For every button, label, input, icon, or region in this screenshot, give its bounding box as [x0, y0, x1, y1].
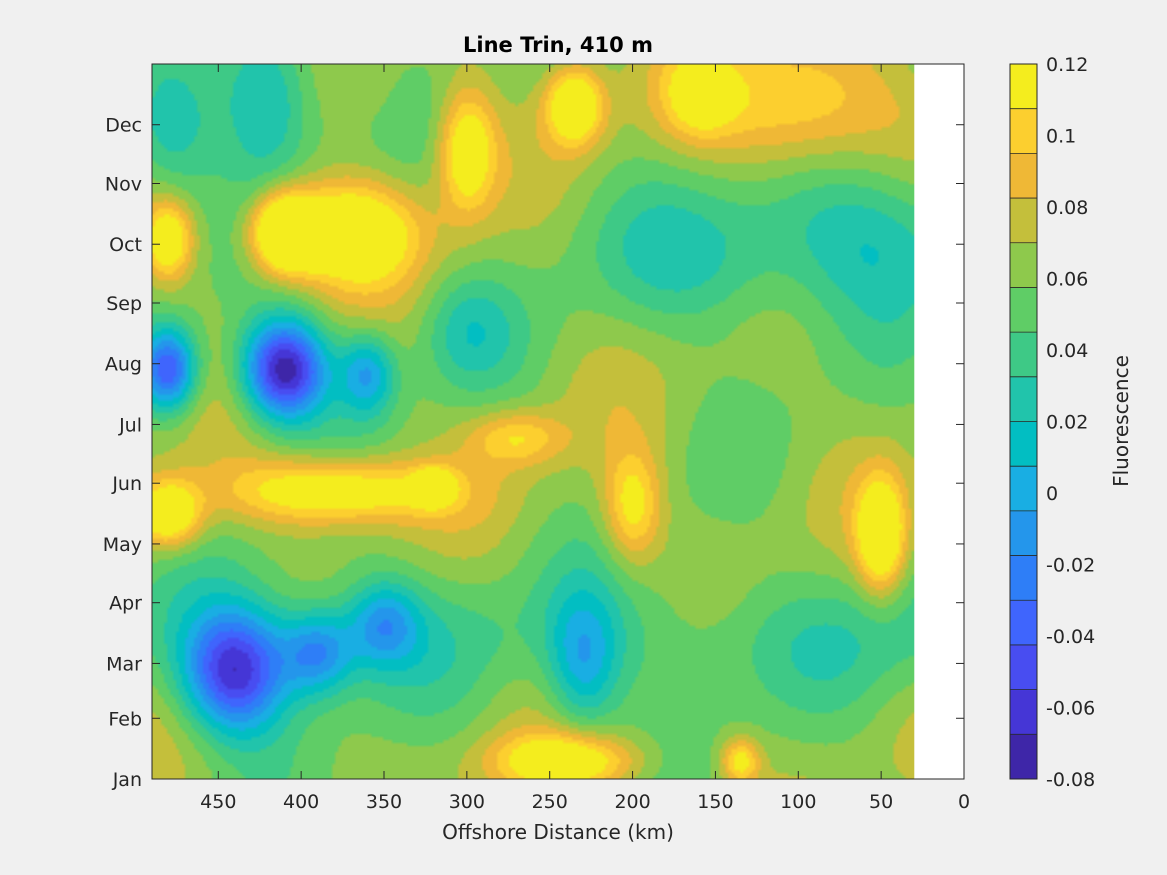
plot-frame: [151, 63, 965, 780]
colorbar-band: [1010, 108, 1037, 154]
y-tick-label: Aug: [105, 354, 142, 376]
colorbar-band: [1010, 510, 1037, 557]
colorbar-frame: [1009, 63, 1038, 780]
x-axis-label: Offshore Distance (km): [442, 820, 674, 844]
y-tick-label: Apr: [109, 593, 142, 615]
y-tick-label: Mar: [106, 653, 142, 675]
colorbar-band: [1010, 198, 1037, 244]
x-tick-label: 250: [532, 791, 568, 813]
x-tick-label: 100: [780, 791, 816, 813]
colorbar-band: [1010, 555, 1037, 601]
y-tick-label: Feb: [108, 708, 142, 730]
colorbar-band: [1010, 376, 1037, 422]
colorbar-tick-label: 0.06: [1046, 269, 1088, 291]
colorbar-band: [1010, 332, 1037, 378]
colorbar-tick-label: 0.08: [1046, 197, 1088, 219]
colorbar-tick-label: -0.04: [1046, 626, 1095, 648]
x-tick-label: 50: [869, 791, 893, 813]
x-tick-label: 0: [958, 791, 970, 813]
y-tick-label: May: [103, 534, 142, 556]
y-tick-label: Oct: [109, 234, 142, 256]
colorbar-band: [1010, 64, 1037, 110]
colorbar-tick-label: -0.08: [1046, 769, 1095, 791]
y-tick-label: Jun: [111, 473, 142, 495]
colorbar-band: [1010, 466, 1037, 512]
x-tick-label: 150: [697, 791, 733, 813]
colorbar-band: [1010, 287, 1037, 333]
x-tick-label: 450: [200, 791, 236, 813]
colorbar-tick-label: 0.04: [1046, 340, 1088, 362]
y-tick-label: Dec: [105, 115, 142, 137]
colorbar-band: [1010, 644, 1037, 691]
colorbar-band: [1010, 689, 1037, 735]
colorbar-tick-label: -0.06: [1046, 698, 1095, 720]
colorbar-tick-label: 0: [1046, 483, 1058, 505]
chart-title: Line Trin, 410 m: [463, 33, 653, 57]
colorbar-band: [1010, 153, 1037, 199]
colorbar-band: [1010, 242, 1037, 288]
colorbar-band: [1010, 734, 1037, 780]
colorbar-tick-label: 0.12: [1046, 54, 1088, 76]
y-axis: Jan Feb Mar Apr May Jun Jul Aug Sep Oct Nov Dec: [103, 115, 964, 791]
x-tick-label: 300: [449, 791, 485, 813]
colorbar-tick-label: 0.02: [1046, 412, 1088, 434]
colorbar-ticks: -0.08 -0.06 -0.04 -0.02 0 0.02 0.04 0.06 0.08 0.1…: [1046, 54, 1095, 791]
colorbar-band: [1010, 421, 1037, 467]
contour-fill: [152, 64, 915, 779]
colorbar-tick-label: 0.1: [1046, 126, 1076, 148]
colorbar-label: Fluorescence: [1109, 355, 1133, 487]
colorbar-band: [1010, 600, 1037, 646]
colorbar-tick-label: -0.02: [1046, 555, 1095, 577]
y-tick-label: Jul: [118, 414, 142, 436]
y-tick-label: Jan: [112, 769, 142, 791]
x-tick-label: 400: [283, 791, 319, 813]
y-tick-label: Nov: [105, 173, 142, 195]
y-tick-label: Sep: [106, 293, 142, 315]
x-tick-label: 350: [366, 791, 402, 813]
x-tick-label: 200: [614, 791, 650, 813]
x-axis: 450 400 350 300 250 200 150 100 50 0: [200, 64, 970, 813]
colorbar: [1010, 64, 1037, 780]
